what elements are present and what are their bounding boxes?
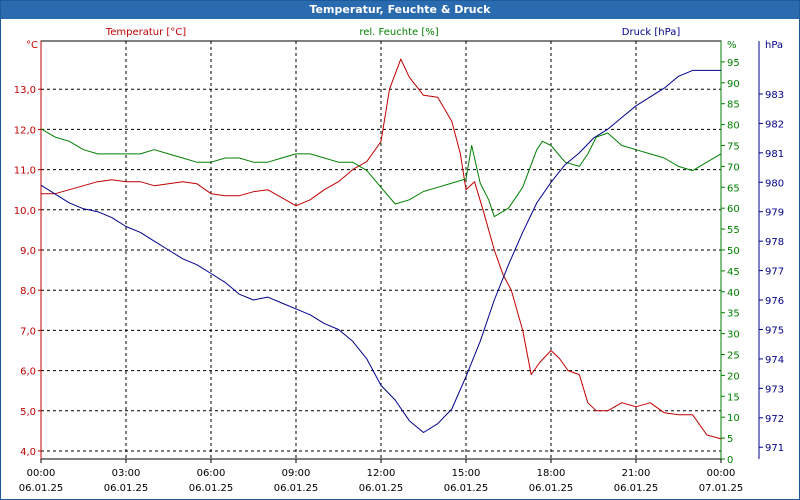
pressure-tick-label: 977 xyxy=(765,267,784,278)
x-tick-label-time: 06:00 xyxy=(197,468,226,479)
humidity-tick-label: 45 xyxy=(727,267,740,278)
humidity-unit: % xyxy=(727,40,737,51)
temperature-tick-label: 6,0 xyxy=(20,367,36,378)
pressure-tick-label: 983 xyxy=(765,90,784,101)
humidity-tick-label: 25 xyxy=(727,351,740,362)
x-tick-label-date: 06.01.25 xyxy=(19,483,64,494)
x-tick-label-time: 21:00 xyxy=(622,468,651,479)
humidity-tick-label: 5 xyxy=(727,434,733,445)
humidity-tick-label: 75 xyxy=(727,142,740,153)
x-tick-label-date: 06.01.25 xyxy=(444,483,489,494)
pressure-tick-label: 982 xyxy=(765,119,784,130)
pressure-tick-label: 972 xyxy=(765,414,784,425)
humidity-tick-label: 70 xyxy=(727,162,740,173)
pressure-tick-label: 980 xyxy=(765,178,784,189)
humidity-tick-label: 50 xyxy=(727,246,740,257)
temperature-tick-label: 7,0 xyxy=(20,326,36,337)
tick-labels: 00:00 06.01.25 03:00 06.01.25 06:00 06.01.25 0… xyxy=(14,27,784,494)
x-tick-label-time: 03:00 xyxy=(112,468,141,479)
pressure-axis-title: Druck [hPa] xyxy=(622,27,681,38)
humidity-series-line xyxy=(40,128,722,218)
humidity-tick-label: 65 xyxy=(727,183,740,194)
humidity-tick-label: 20 xyxy=(727,371,740,382)
humidity-tick-label: 80 xyxy=(727,121,740,132)
pressure-series-line xyxy=(40,69,721,433)
temperature-tick-label: 8,0 xyxy=(20,286,36,297)
x-tick-label-date: 06.01.25 xyxy=(274,483,319,494)
pressure-tick-label: 979 xyxy=(765,208,784,219)
x-tick-label-date: 06.01.25 xyxy=(359,483,404,494)
pressure-tick-label: 971 xyxy=(765,443,784,454)
pressure-tick-label: 978 xyxy=(765,237,784,248)
pressure-unit: hPa xyxy=(765,40,783,51)
humidity-tick-label: 55 xyxy=(727,225,740,236)
temperature-unit: °C xyxy=(26,40,38,51)
pressure-tick-label: 974 xyxy=(765,355,784,366)
axes xyxy=(38,40,763,463)
x-tick-label-time: 15:00 xyxy=(452,468,481,479)
humidity-tick-label: 60 xyxy=(727,204,740,215)
humidity-tick-label: 0 xyxy=(727,455,733,466)
humidity-tick-label: 40 xyxy=(727,288,740,299)
humidity-tick-label: 10 xyxy=(727,413,740,424)
humidity-tick-label: 90 xyxy=(727,79,740,90)
grid xyxy=(41,41,721,459)
x-tick-label-date: 06.01.25 xyxy=(529,483,574,494)
humidity-tick-label: 85 xyxy=(727,100,740,111)
pressure-tick-label: 976 xyxy=(765,296,784,307)
humidity-tick-label: 15 xyxy=(727,392,740,403)
temperature-tick-label: 13,0 xyxy=(14,85,36,96)
humidity-tick-label: 35 xyxy=(727,309,740,320)
pressure-tick-label: 975 xyxy=(765,325,784,336)
x-tick-label-time: 09:00 xyxy=(282,468,311,479)
temperature-tick-label: 4,0 xyxy=(20,447,36,458)
x-tick-label-time: 00:00 xyxy=(27,468,56,479)
x-tick-label-date: 07.01.25 xyxy=(699,483,744,494)
humidity-tick-label: 95 xyxy=(727,58,740,69)
temperature-tick-label: 10,0 xyxy=(14,206,36,217)
pressure-tick-label: 981 xyxy=(765,149,784,160)
x-tick-label-time: 00:00 xyxy=(707,468,736,479)
temperature-series-line xyxy=(41,58,722,440)
x-tick-label-time: 18:00 xyxy=(537,468,566,479)
x-tick-label-date: 06.01.25 xyxy=(189,483,234,494)
title-bar: Temperatur, Feuchte & Druck xyxy=(1,1,799,19)
humidity-tick-label: 30 xyxy=(727,330,740,341)
temperature-tick-label: 5,0 xyxy=(20,407,36,418)
temperature-tick-label: 12,0 xyxy=(14,125,36,136)
x-tick-label-date: 06.01.25 xyxy=(614,483,659,494)
series-lines xyxy=(40,58,722,440)
temperature-axis-title: Temperatur [°C] xyxy=(105,27,186,38)
humidity-axis-title: rel. Feuchte [%] xyxy=(359,27,438,38)
pressure-tick-label: 973 xyxy=(765,384,784,395)
temperature-tick-label: 9,0 xyxy=(20,246,36,257)
x-tick-label-time: 12:00 xyxy=(367,468,396,479)
x-tick-label-date: 06.01.25 xyxy=(104,483,149,494)
temperature-tick-label: 11,0 xyxy=(14,166,36,177)
